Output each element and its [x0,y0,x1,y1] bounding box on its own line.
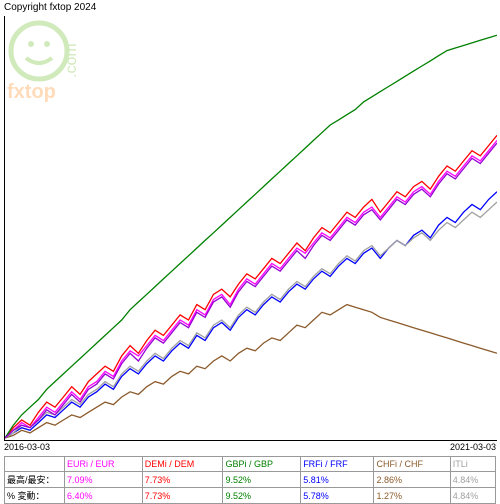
table-row: % 変動：6.40%7.73%9.52%5.78%1.27%4.84% [5,488,496,504]
series-GBPi [5,35,497,438]
stat-cell: 6.40% [65,488,143,504]
stat-cell: 7.09% [65,472,143,488]
table-row: EURi / EURDEMi / DEMGBPi / GBPFRFi / FRF… [5,457,496,472]
x-axis-start: 2016-03-03 [4,442,50,452]
stat-cell: ITLi [450,457,495,472]
stat-cell: CHFi / CHF [374,457,450,472]
row-label: % 変動： [5,488,65,504]
stat-cell: 7.73% [142,472,223,488]
stat-cell: 9.52% [223,488,301,504]
copyright-text: Copyright fxtop 2024 [4,2,96,13]
stat-cell: 1.27% [374,488,450,504]
stat-cell: 9.52% [223,472,301,488]
stat-cell: EURi / EUR [65,457,143,472]
stat-cell: 2.86% [374,472,450,488]
row-label [5,457,65,472]
stat-cell: 5.81% [301,472,374,488]
stat-cell: 4.84% [450,472,495,488]
stat-cell: FRFi / FRF [301,457,374,472]
chart-plot-area [4,16,497,441]
stats-table: EURi / EURDEMi / DEMGBPi / GBPFRFi / FRF… [4,456,496,504]
series-ITLi [5,202,497,438]
stat-cell: 4.84% [450,488,495,504]
series-DEMi [5,135,497,438]
chart-container: Copyright fxtop 2024 fxtop .com 2016-03-… [0,0,500,500]
line-chart [5,16,497,440]
row-label: 最高/最安： [5,472,65,488]
series-CHFi [5,305,497,438]
stat-cell: GBPi / GBP [223,457,301,472]
stat-cell: 7.73% [142,488,223,504]
table-row: 最高/最安：7.09%7.73%9.52%5.81%2.86%4.84% [5,472,496,488]
stat-cell: 5.78% [301,488,374,504]
stat-cell: DEMi / DEM [142,457,223,472]
x-axis-end: 2021-03-03 [450,442,496,452]
